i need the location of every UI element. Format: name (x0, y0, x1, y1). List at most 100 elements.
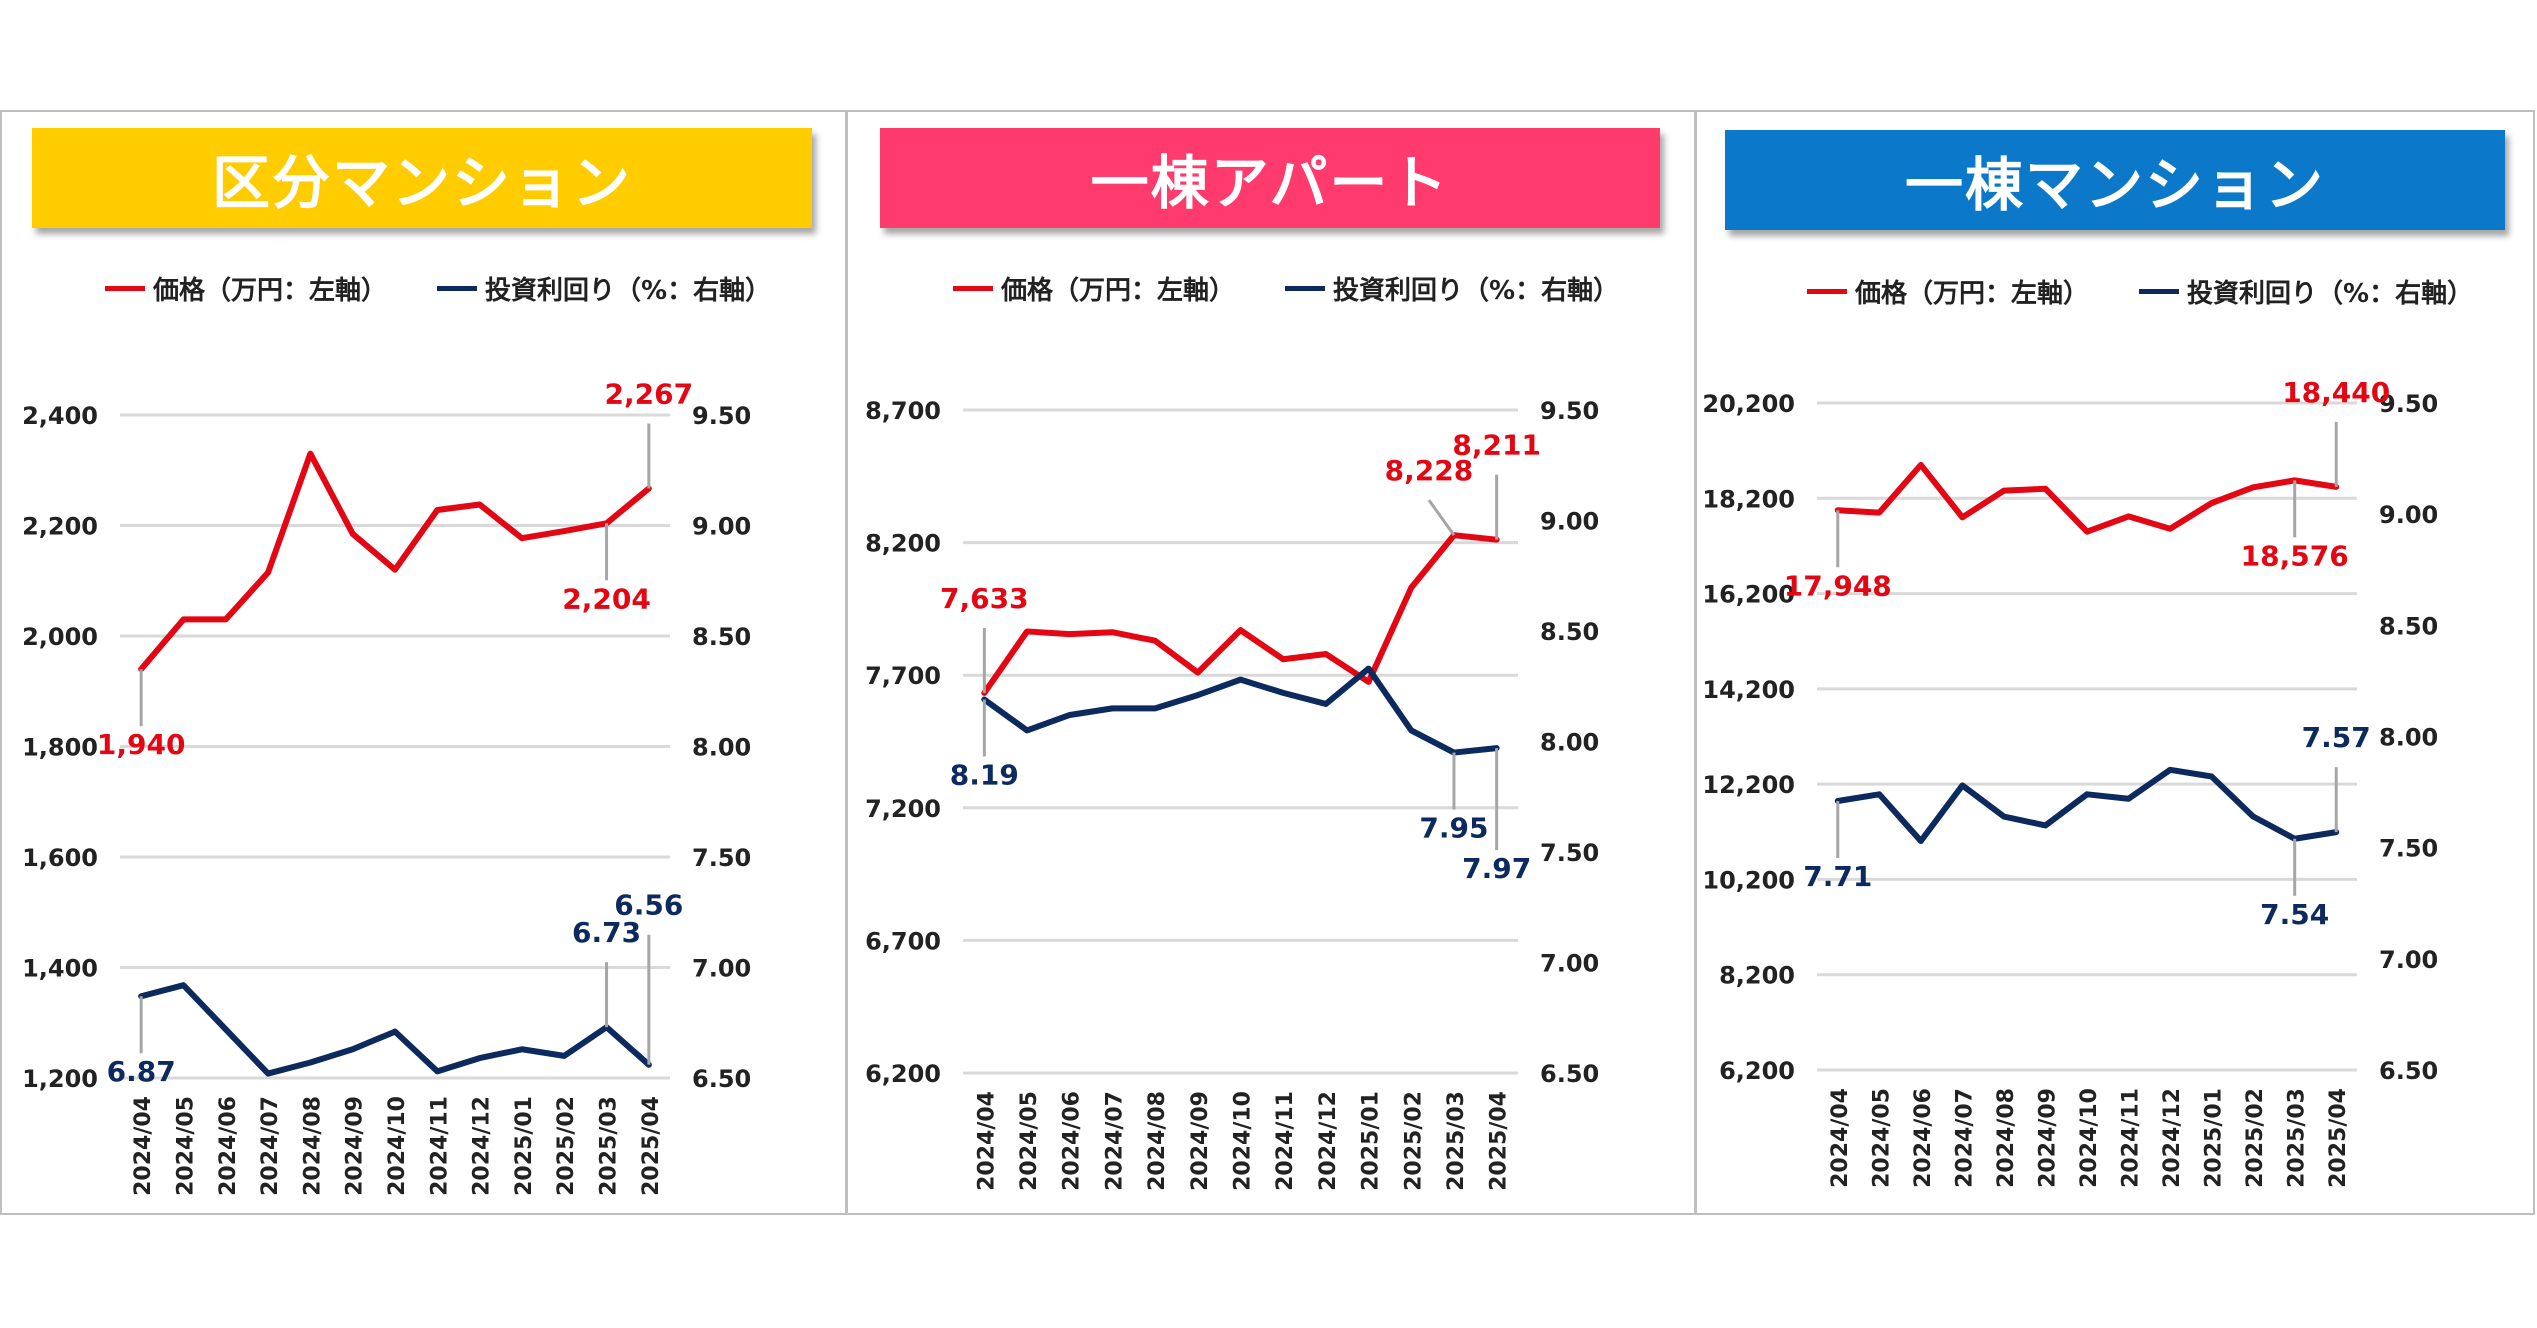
annotation-leader-line (1427, 499, 1456, 537)
right-axis-tick-label: 7.00 (692, 955, 751, 983)
x-axis-tick-label: 2024/06 (1060, 1091, 1085, 1191)
right-axis-tick-label: 7.50 (2379, 835, 2438, 863)
legend-swatch-yield (437, 286, 478, 291)
right-axis-tick-label: 9.50 (1540, 397, 1599, 425)
price-series-line (138, 450, 652, 673)
x-axis-tick-label: 2024/10 (2077, 1088, 2102, 1188)
data-label: 6.56 (614, 889, 683, 922)
legend-swatch-price (105, 286, 145, 291)
right-axis-tick-label: 8.00 (2379, 724, 2438, 752)
x-axis-tick-label: 2025/02 (554, 1096, 579, 1196)
x-axis-tick-label: 2024/09 (343, 1096, 368, 1196)
left-axis-tick-label: 7,200 (865, 795, 941, 823)
data-label: 18,576 (2241, 539, 2349, 572)
x-axis-tick-label: 2024/09 (1188, 1091, 1213, 1191)
price-series-line (1834, 461, 2340, 535)
data-label: 6.73 (572, 916, 641, 949)
data-label: 7.54 (2260, 898, 2329, 931)
left-axis-tick-label: 8,200 (865, 530, 941, 558)
x-axis-tick-label: 2024/05 (173, 1096, 198, 1196)
left-axis-tick-label: 1,600 (22, 844, 98, 872)
x-axis-tick-label: 2024/12 (470, 1096, 495, 1196)
x-axis-tick-label: 2024/04 (1828, 1088, 1853, 1188)
left-axis-tick-label: 16,200 (1702, 581, 1795, 609)
left-axis-tick-label: 8,200 (1719, 962, 1795, 990)
x-axis-tick-label: 2025/03 (597, 1096, 622, 1196)
legend-swatch-price (953, 286, 993, 291)
left-axis-tick-label: 10,200 (1702, 866, 1795, 894)
chart-legend: 価格（万円：左軸） 投資利回り（%：右軸） (1807, 273, 2473, 310)
data-label: 7.97 (1462, 852, 1531, 885)
x-axis-tick-label: 2024/07 (258, 1096, 283, 1196)
data-label: 7,633 (940, 582, 1029, 615)
right-axis-tick-label: 9.00 (2379, 501, 2438, 529)
x-axis-tick-label: 2025/01 (2202, 1088, 2227, 1188)
x-axis-tick-label: 2024/08 (1994, 1088, 2019, 1188)
outer-frame (0, 110, 2535, 1215)
chart-title: 一棟アパート (880, 128, 1660, 228)
legend-label-price: 価格（万円：左軸） (153, 276, 388, 306)
legend-item-yield: 投資利回り（%：右軸） (2139, 273, 2473, 310)
yield-series-line (138, 982, 652, 1077)
left-axis-tick-label: 2,400 (22, 402, 98, 430)
legend-item-price: 価格（万円：左軸） (105, 270, 387, 307)
x-axis-tick-label: 2024/11 (427, 1096, 452, 1196)
data-label: 8,228 (1385, 454, 1474, 487)
x-axis-tick-label: 2024/11 (2119, 1088, 2144, 1188)
right-axis-tick-label: 8.50 (2379, 612, 2438, 640)
chart-panel-1: 区分マンション 価格（万円：左軸） 投資利回り（%：右軸） 1,200 1,400… (0, 110, 845, 1215)
x-axis-tick-label: 2024/05 (1869, 1088, 1894, 1188)
panel-divider (845, 110, 848, 1215)
line-chart: 6,200 6,700 7,200 7,700 8,200 8,700 6.50 7.00 7.… (865, 397, 1599, 1191)
legend-item-yield: 投資利回り（%：右軸） (1285, 270, 1619, 307)
x-axis-tick-label: 2024/06 (216, 1096, 241, 1196)
data-label: 7.71 (1803, 860, 1872, 893)
data-label: 7.57 (2302, 721, 2371, 754)
legend-item-price: 価格（万円：左軸） (953, 270, 1235, 307)
right-axis-tick-label: 7.00 (1540, 950, 1599, 978)
x-axis-tick-label: 2024/12 (1316, 1091, 1341, 1191)
data-label: 6.87 (107, 1055, 176, 1088)
chart-panel-2: 一棟アパート 価格（万円：左軸） 投資利回り（%：右軸） 6,200 6,700 7… (848, 110, 1694, 1215)
right-axis-tick-label: 8.00 (692, 734, 751, 762)
x-axis-tick-label: 2025/01 (1359, 1091, 1384, 1191)
left-axis-tick-label: 2,200 (22, 513, 98, 541)
x-axis-tick-label: 2025/02 (1401, 1091, 1426, 1191)
left-axis-tick-label: 12,200 (1702, 771, 1795, 799)
yield-series-line (981, 665, 1500, 756)
left-axis-tick-label: 14,200 (1702, 676, 1795, 704)
x-axis-tick-label: 2025/04 (2326, 1088, 2351, 1188)
right-axis-tick-label: 9.50 (692, 402, 751, 430)
right-axis-tick-label: 7.00 (2379, 946, 2438, 974)
legend-label-price: 価格（万円：左軸） (1001, 276, 1236, 306)
data-label: 1,940 (97, 728, 186, 761)
x-axis-tick-label: 2025/03 (2285, 1088, 2310, 1188)
x-axis-tick-label: 2024/10 (1231, 1091, 1256, 1191)
chart-legend: 価格（万円：左軸） 投資利回り（%：右軸） (953, 270, 1619, 307)
right-axis-tick-label: 9.00 (692, 513, 751, 541)
line-chart: 1,200 1,400 1,600 1,800 2,000 2,200 2,400 6.50 7… (22, 377, 751, 1196)
legend-swatch-yield (1285, 286, 1326, 291)
line-chart: 6,200 8,200 10,200 12,200 14,200 16,200 18,200… (1702, 376, 2438, 1188)
left-axis-tick-label: 6,700 (865, 927, 941, 955)
right-axis-tick-label: 6.50 (1540, 1060, 1599, 1088)
left-axis-tick-label: 20,200 (1702, 390, 1795, 418)
legend-item-price: 価格（万円：左軸） (1807, 273, 2089, 310)
x-axis-tick-label: 2025/01 (512, 1096, 537, 1196)
left-axis-tick-label: 18,200 (1702, 485, 1795, 513)
legend-label-yield: 投資利回り（%：右軸） (485, 276, 772, 306)
x-axis-tick-label: 2024/08 (300, 1096, 325, 1196)
price-series-line (981, 532, 1500, 696)
right-axis-tick-label: 7.50 (692, 844, 751, 872)
x-axis-tick-label: 2024/07 (1102, 1091, 1127, 1191)
left-axis-tick-label: 1,400 (22, 955, 98, 983)
chart-title: 区分マンション (32, 128, 812, 228)
left-axis-tick-label: 7,700 (865, 662, 941, 690)
chart-legend: 価格（万円：左軸） 投資利回り（%：右軸） (105, 270, 771, 307)
x-axis-tick-label: 2024/05 (1017, 1091, 1042, 1191)
x-axis-tick-label: 2024/07 (1952, 1088, 1977, 1188)
x-axis-tick-label: 2024/08 (1145, 1091, 1170, 1191)
x-axis-tick-label: 2025/02 (2243, 1088, 2268, 1188)
x-axis-tick-label: 2025/03 (1444, 1091, 1469, 1191)
x-axis-tick-label: 2024/10 (385, 1096, 410, 1196)
